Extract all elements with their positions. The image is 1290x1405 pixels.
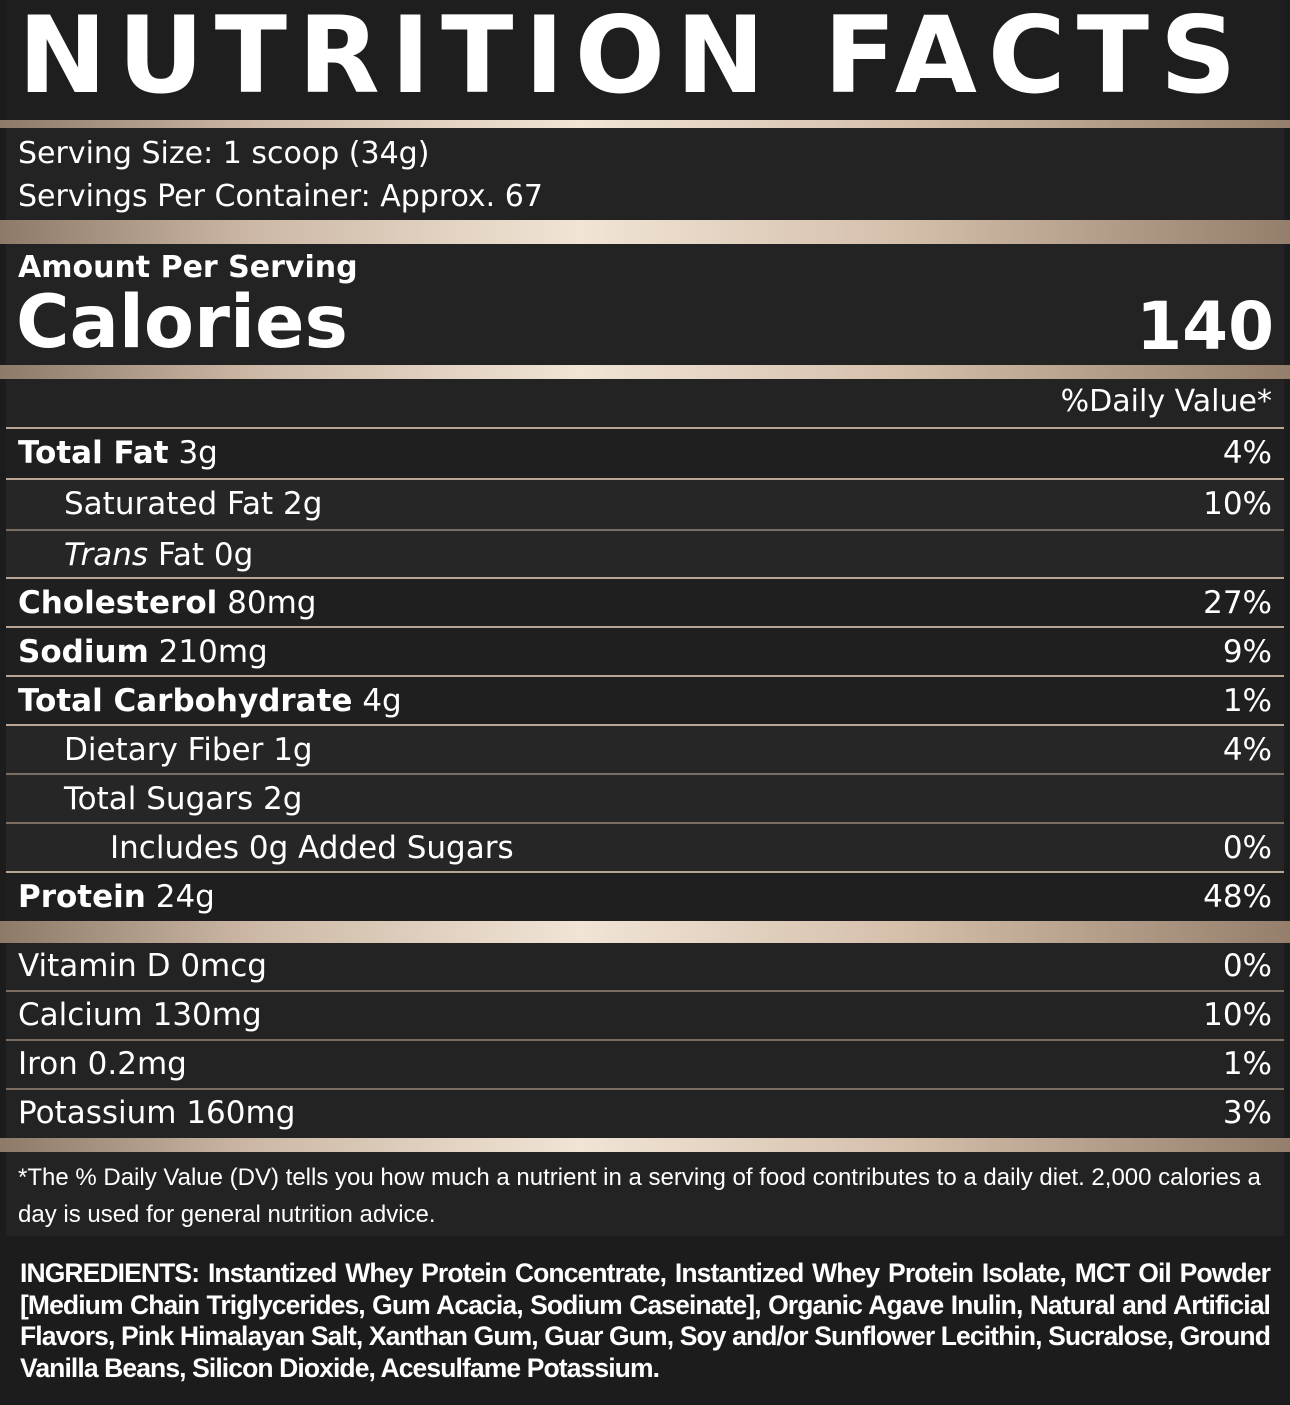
footnote-panel: *The % Daily Value (DV) tells you how mu… — [6, 1152, 1284, 1236]
nutrient-dv: 4% — [1222, 435, 1272, 471]
daily-value-header-row: %Daily Value* — [6, 379, 1284, 427]
gold-divider — [0, 220, 1290, 244]
row-divider — [6, 529, 1284, 531]
nutrient-row-total-fat: Total Fat 3g 4% — [6, 429, 1284, 478]
nutrient-amount: 24g — [155, 879, 215, 915]
serving-panel: Serving Size: 1 scoop (34g) Servings Per… — [6, 128, 1284, 220]
nutrient-row-protein: Protein 24g 48% — [6, 873, 1284, 921]
row-divider — [6, 822, 1284, 824]
nutrient-row-cholesterol: Cholesterol 80mg 27% — [6, 579, 1284, 628]
nutrient-dv: 9% — [1222, 634, 1272, 670]
nutrient-name: Protein — [18, 879, 146, 915]
vitamin-dv: 1% — [1222, 1046, 1272, 1082]
ingredients-text: Instantized Whey Protein Concentrate, In… — [20, 1258, 1271, 1383]
vitamin-name: Potassium 160mg — [18, 1095, 296, 1131]
row-divider — [6, 626, 1284, 628]
nutrient-dv: 48% — [1203, 879, 1272, 915]
amount-per-serving: Amount Per Serving — [18, 250, 358, 285]
nutrient-row-total-sugars: Total Sugars 2g — [6, 775, 1284, 824]
nutrient-amount: 80mg — [227, 585, 317, 621]
nutrient-row-saturated-fat: Saturated Fat 2g 10% — [6, 480, 1284, 529]
row-divider — [6, 577, 1284, 579]
nutrient-name: Fat 0g — [157, 537, 254, 573]
row-divider — [6, 675, 1284, 677]
servings-per-container: Servings Per Container: Approx. 67 — [18, 179, 543, 214]
ingredients-block: INGREDIENTS: Instantized Whey Protein Co… — [20, 1258, 1271, 1384]
nutrient-name-italic: Trans — [64, 537, 149, 573]
row-divider — [6, 990, 1284, 992]
nutrient-name: Includes 0g Added Sugars — [110, 830, 514, 866]
nutrient-row-trans-fat: Trans Fat 0g — [6, 531, 1284, 580]
serving-size: Serving Size: 1 scoop (34g) — [18, 136, 430, 171]
row-divider — [6, 773, 1284, 775]
calories-panel: Amount Per Serving Calories 140 — [6, 244, 1284, 365]
vitamin-name: Calcium 130mg — [18, 997, 262, 1033]
nutrient-row-total-carbohydrate: Total Carbohydrate 4g 1% — [6, 677, 1284, 726]
calories-label: Calories — [16, 280, 348, 365]
nutrient-amount: 4g — [362, 683, 402, 719]
footnote-text: *The % Daily Value (DV) tells you how mu… — [18, 1164, 1261, 1228]
nutrient-dv: 10% — [1203, 486, 1272, 522]
nutrient-name: Sodium — [18, 634, 149, 670]
gold-divider — [0, 921, 1290, 943]
nutrient-dv: 0% — [1222, 830, 1272, 866]
row-divider — [6, 427, 1284, 429]
vitamin-row-calcium: Calcium 130mg 10% — [6, 992, 1284, 1041]
vitamin-dv: 0% — [1222, 948, 1272, 984]
vitamin-row-iron: Iron 0.2mg 1% — [6, 1041, 1284, 1090]
title-panel: NUTRITION FACTS — [6, 0, 1284, 120]
nutrient-amount: 210mg — [158, 634, 268, 670]
gold-divider — [0, 1138, 1290, 1152]
nutrient-name: Saturated Fat 2g — [64, 486, 323, 522]
nutrient-name: Total Fat — [18, 435, 169, 471]
gold-divider — [0, 120, 1290, 128]
row-divider — [6, 1039, 1284, 1041]
nutrient-row-dietary-fiber: Dietary Fiber 1g 4% — [6, 726, 1284, 775]
vitamin-dv: 3% — [1222, 1095, 1272, 1131]
nutrient-amount: 3g — [178, 435, 218, 471]
nutrient-row-added-sugars: Includes 0g Added Sugars 0% — [6, 824, 1284, 873]
vitamin-dv: 10% — [1203, 997, 1272, 1033]
nutrient-name: Total Sugars 2g — [64, 781, 303, 817]
row-divider — [6, 1088, 1284, 1090]
nutrient-name: Total Carbohydrate — [18, 683, 353, 719]
label-title: NUTRITION FACTS — [18, 0, 1248, 117]
vitamin-row-potassium: Potassium 160mg 3% — [6, 1090, 1284, 1139]
nutrient-dv: 1% — [1222, 683, 1272, 719]
vitamin-row-vitamin-d: Vitamin D 0mcg 0% — [6, 943, 1284, 992]
nutrient-name: Dietary Fiber 1g — [64, 732, 313, 768]
vitamin-name: Iron 0.2mg — [18, 1046, 187, 1082]
row-divider — [6, 478, 1284, 480]
row-divider — [6, 871, 1284, 873]
vitamin-name: Vitamin D 0mcg — [18, 948, 267, 984]
row-divider — [6, 724, 1284, 726]
nutrient-row-sodium: Sodium 210mg 9% — [6, 628, 1284, 677]
nutrient-dv: 4% — [1222, 732, 1272, 768]
calories-value: 140 — [1136, 288, 1274, 365]
nutrient-name: Cholesterol — [18, 585, 218, 621]
daily-value-header: %Daily Value* — [1060, 384, 1272, 419]
gold-divider — [0, 365, 1290, 379]
nutrient-dv: 27% — [1203, 585, 1272, 621]
ingredients-label: INGREDIENTS: — [20, 1258, 200, 1288]
